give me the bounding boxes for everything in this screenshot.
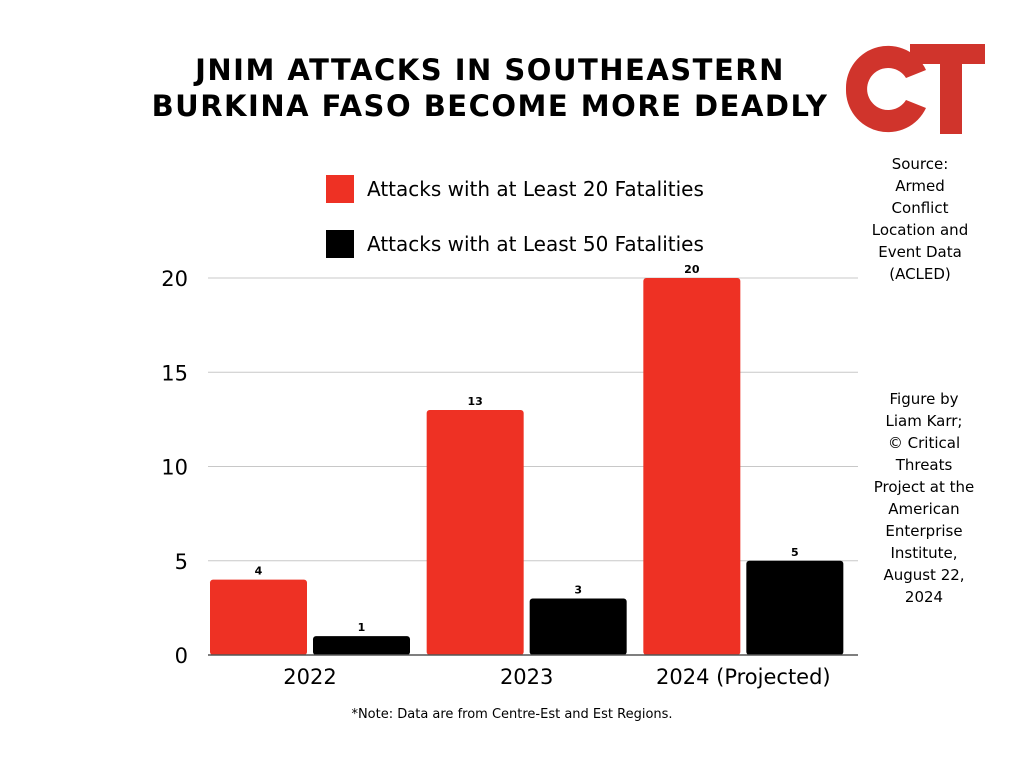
data-label: 1 xyxy=(358,621,366,634)
credit-line: August 22, xyxy=(883,566,965,584)
legend-label-50: Attacks with at Least 50 Fatalities xyxy=(367,232,704,256)
source-line: (ACLED) xyxy=(889,265,951,283)
data-label: 13 xyxy=(468,395,483,408)
bar xyxy=(529,598,627,655)
legend-swatch-black xyxy=(326,230,354,258)
legend-label-20: Attacks with at Least 20 Fatalities xyxy=(367,177,704,201)
title-line-1: JNIM ATTACKS IN SOUTHEASTERN xyxy=(195,53,785,87)
bar xyxy=(313,636,410,655)
chart-title: JNIM ATTACKS IN SOUTHEASTERN BURKINA FAS… xyxy=(140,52,840,124)
credit-line: Enterprise xyxy=(885,522,963,540)
bar xyxy=(210,579,307,655)
source-line: Armed xyxy=(895,177,945,195)
bar xyxy=(643,278,741,655)
legend-swatch-red xyxy=(326,175,354,203)
credit-line: Institute, xyxy=(890,544,958,562)
data-label: 3 xyxy=(574,583,582,596)
title-line-2: BURKINA FASO BECOME MORE DEADLY xyxy=(151,89,829,123)
credit-text: Figure by Liam Karr; © Critical Threats … xyxy=(854,388,994,608)
y-tick-label: 15 xyxy=(161,361,188,385)
credit-line: Threats xyxy=(895,456,953,474)
source-line: Location and xyxy=(871,221,969,239)
credit-line: 2024 xyxy=(904,588,944,606)
credit-line: Liam Karr; xyxy=(885,412,963,430)
data-label: 4 xyxy=(255,565,263,578)
data-label: 5 xyxy=(791,546,799,559)
y-tick-label: 5 xyxy=(175,550,188,574)
y-tick-label: 0 xyxy=(175,644,188,668)
credit-line: American xyxy=(888,500,960,518)
source-text: Source: Armed Conflict Location and Even… xyxy=(850,153,990,285)
y-tick-label: 10 xyxy=(161,456,188,480)
credit-line: Figure by xyxy=(889,390,959,408)
x-tick-label: 2023 xyxy=(500,665,553,689)
x-tick-label: 2024 (Projected) xyxy=(656,665,831,689)
bar xyxy=(426,409,524,655)
footnote: *Note: Data are from Centre-Est and Est … xyxy=(351,707,673,722)
legend: Attacks with at Least 20 Fatalities Atta… xyxy=(326,174,704,284)
ct-logo xyxy=(845,44,985,134)
source-line: Event Data xyxy=(878,243,962,261)
source-line: Conflict xyxy=(891,199,949,217)
data-label: 20 xyxy=(684,263,700,276)
y-tick-label: 20 xyxy=(161,267,188,291)
source-line: Source: xyxy=(891,155,949,173)
legend-item-50-fatalities: Attacks with at Least 50 Fatalities xyxy=(326,229,704,259)
legend-item-20-fatalities: Attacks with at Least 20 Fatalities xyxy=(326,174,704,204)
x-tick-label: 2022 xyxy=(283,665,336,689)
bar xyxy=(746,560,844,655)
credit-line: © Critical xyxy=(887,434,961,452)
credit-line: Project at the xyxy=(873,478,975,496)
